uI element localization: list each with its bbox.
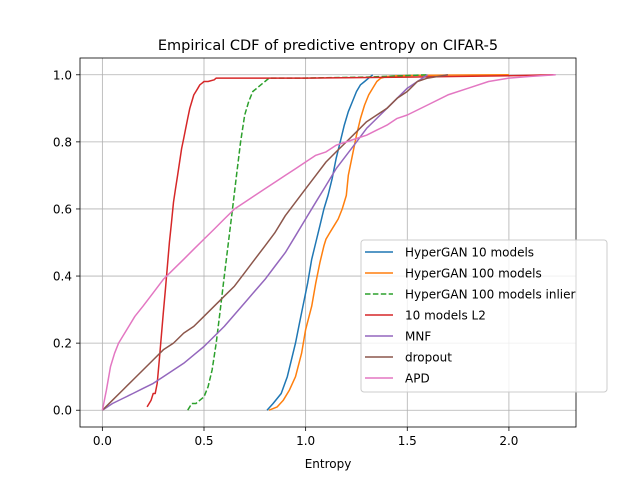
legend-label: HyperGAN 100 models [405,267,542,281]
legend-label: MNF [405,330,431,344]
x-tick-label: 1.5 [398,434,417,448]
legend-label: dropout [405,351,452,365]
y-tick-label: 0.2 [53,337,72,351]
series-line-5 [101,74,449,411]
x-tick-label: 0.5 [194,434,213,448]
legend-label: HyperGAN 10 models [405,246,534,260]
ticks: 0.0 0.5 1.0 1.5 2.0 0.0 0.2 0.4 0.6 0.8 1.0 [53,68,519,448]
series-line-3 [146,74,554,408]
x-tick-label: 1.0 [296,434,315,448]
legend-box [360,239,608,393]
legend-label: 10 models L2 [405,309,486,323]
series-line-0 [266,74,374,411]
chart-title: Empirical CDF of predictive entropy on C… [158,38,498,54]
y-tick-label: 0.4 [53,270,72,284]
legend-label: HyperGAN 100 models inlier [405,288,575,302]
y-tick-label: 0.0 [53,404,72,418]
plot-lines [101,74,556,411]
y-tick-label: 1.0 [53,68,72,82]
legend-label: APD [405,372,430,386]
x-tick-label: 2.0 [499,434,518,448]
x-tick-label: 0.0 [93,434,112,448]
legend: HyperGAN 10 models HyperGAN 100 models Hyp… [360,239,608,393]
series-line-4 [101,74,429,411]
series-line-2 [187,74,428,411]
y-tick-label: 0.8 [53,135,72,149]
y-tick-label: 0.6 [53,202,72,216]
series-line-6 [101,74,556,411]
x-axis-label: Entropy [305,457,352,471]
